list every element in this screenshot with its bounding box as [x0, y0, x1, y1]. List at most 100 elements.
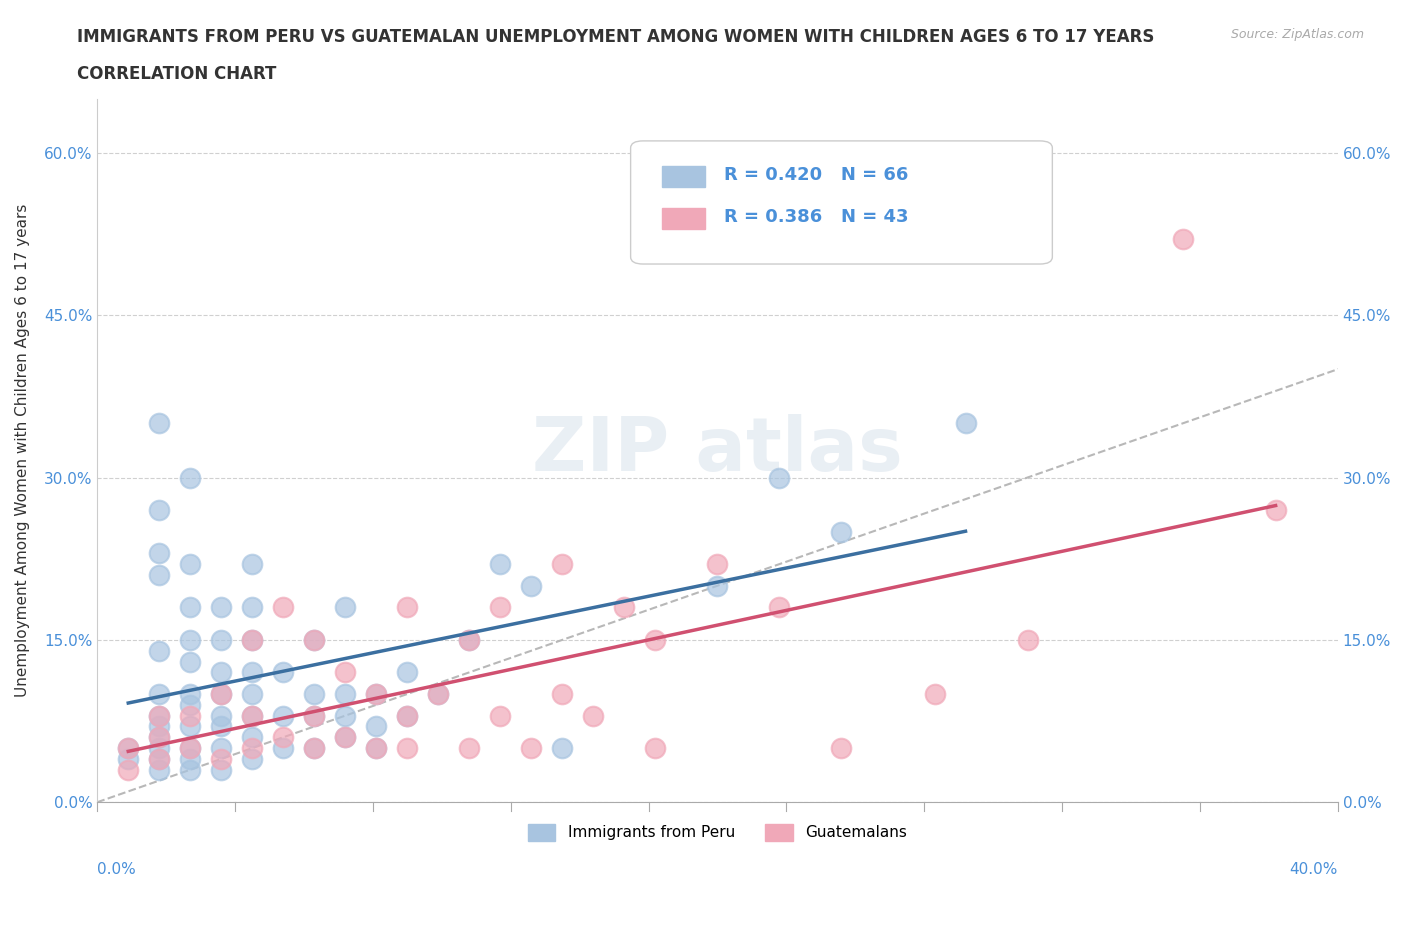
Point: [335, 665, 357, 680]
Point: [179, 719, 201, 734]
Point: [706, 557, 728, 572]
Point: [179, 740, 201, 755]
Point: [179, 763, 201, 777]
Point: [304, 708, 326, 723]
Point: [427, 686, 450, 701]
Point: [179, 686, 201, 701]
Point: [1017, 632, 1039, 647]
Point: [240, 632, 263, 647]
Point: [520, 578, 543, 593]
Point: [955, 416, 977, 431]
Point: [240, 557, 263, 572]
Point: [148, 751, 170, 766]
Point: [396, 740, 419, 755]
Point: [304, 632, 326, 647]
Point: [489, 708, 512, 723]
Point: [551, 686, 574, 701]
Point: [396, 708, 419, 723]
Bar: [662, 166, 704, 187]
Point: [117, 751, 139, 766]
Point: [240, 730, 263, 745]
Y-axis label: Unemployment Among Women with Children Ages 6 to 17 years: Unemployment Among Women with Children A…: [15, 204, 30, 698]
Text: CORRELATION CHART: CORRELATION CHART: [77, 65, 277, 83]
Point: [271, 600, 294, 615]
Point: [489, 600, 512, 615]
Point: [366, 686, 388, 701]
Point: [148, 763, 170, 777]
Point: [304, 740, 326, 755]
Point: [148, 546, 170, 561]
Point: [396, 708, 419, 723]
Point: [366, 740, 388, 755]
Point: [830, 525, 852, 539]
Point: [396, 600, 419, 615]
Text: 0.0%: 0.0%: [97, 862, 136, 877]
Point: [148, 751, 170, 766]
Point: [117, 740, 139, 755]
Point: [271, 730, 294, 745]
Point: [458, 632, 481, 647]
Point: [179, 698, 201, 712]
Point: [179, 708, 201, 723]
Point: [179, 557, 201, 572]
Point: [304, 740, 326, 755]
Point: [179, 600, 201, 615]
Point: [240, 708, 263, 723]
FancyBboxPatch shape: [631, 141, 1052, 264]
Point: [148, 416, 170, 431]
Point: [148, 686, 170, 701]
Point: [209, 632, 232, 647]
Point: [489, 557, 512, 572]
Point: [179, 751, 201, 766]
Point: [148, 567, 170, 582]
Point: [240, 665, 263, 680]
Point: [706, 578, 728, 593]
Point: [209, 686, 232, 701]
Point: [240, 600, 263, 615]
Point: [366, 719, 388, 734]
Point: [582, 708, 605, 723]
Text: IMMIGRANTS FROM PERU VS GUATEMALAN UNEMPLOYMENT AMONG WOMEN WITH CHILDREN AGES 6: IMMIGRANTS FROM PERU VS GUATEMALAN UNEMP…: [77, 28, 1154, 46]
Point: [768, 600, 790, 615]
Text: R = 0.386   N = 43: R = 0.386 N = 43: [724, 208, 908, 226]
Point: [209, 708, 232, 723]
Point: [304, 708, 326, 723]
Point: [148, 708, 170, 723]
Point: [240, 686, 263, 701]
Point: [1171, 232, 1194, 246]
Point: [551, 557, 574, 572]
Point: [240, 632, 263, 647]
Point: [396, 665, 419, 680]
Point: [148, 740, 170, 755]
Point: [240, 708, 263, 723]
Legend: Immigrants from Peru, Guatemalans: Immigrants from Peru, Guatemalans: [522, 817, 912, 847]
Point: [520, 740, 543, 755]
Point: [271, 708, 294, 723]
Bar: [662, 207, 704, 229]
Point: [551, 740, 574, 755]
Point: [148, 708, 170, 723]
Point: [335, 600, 357, 615]
Point: [179, 632, 201, 647]
Point: [335, 730, 357, 745]
Point: [335, 730, 357, 745]
Point: [458, 740, 481, 755]
Point: [148, 719, 170, 734]
Point: [1264, 502, 1286, 517]
Text: Source: ZipAtlas.com: Source: ZipAtlas.com: [1230, 28, 1364, 41]
Point: [613, 600, 636, 615]
Point: [117, 763, 139, 777]
Point: [304, 686, 326, 701]
Point: [644, 632, 666, 647]
Point: [209, 600, 232, 615]
Text: ZIP atlas: ZIP atlas: [531, 414, 903, 487]
Point: [209, 719, 232, 734]
Point: [304, 632, 326, 647]
Text: R = 0.420   N = 66: R = 0.420 N = 66: [724, 166, 908, 184]
Point: [209, 763, 232, 777]
Point: [427, 686, 450, 701]
Point: [644, 740, 666, 755]
Point: [335, 686, 357, 701]
Point: [924, 686, 946, 701]
Point: [209, 751, 232, 766]
